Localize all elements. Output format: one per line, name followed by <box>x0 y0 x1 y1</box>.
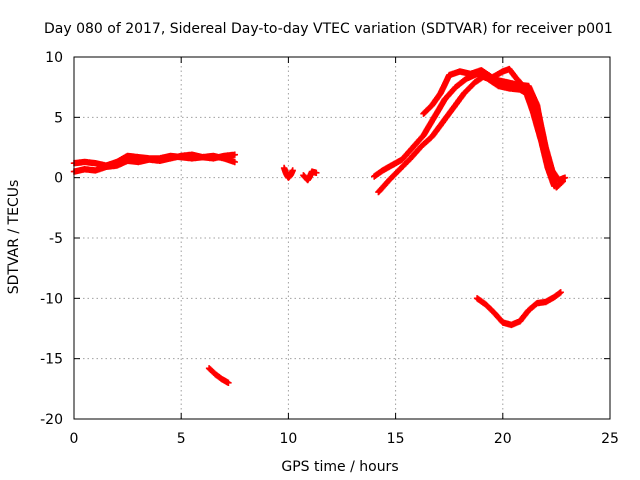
plus-markers <box>473 289 564 329</box>
plus-markers <box>300 168 320 184</box>
x-tick-label: 25 <box>601 431 619 447</box>
x-tick-label: 5 <box>177 431 186 447</box>
y-tick-label: -10 <box>40 291 63 307</box>
x-tick-label: 20 <box>494 431 512 447</box>
plus-markers <box>280 164 296 181</box>
x-tick-label: 15 <box>387 431 405 447</box>
axis-ticks: 0 5 10 15 20 25 -20 -15 -10 -5 0 5 10 <box>40 50 619 447</box>
y-tick-label: 5 <box>54 110 63 126</box>
grid <box>74 57 610 419</box>
y-tick-label: -15 <box>40 352 63 368</box>
y-tick-label: 0 <box>54 171 63 187</box>
x-axis-label: GPS time / hours <box>281 459 398 475</box>
x-tick-label: 10 <box>279 431 297 447</box>
y-tick-label: 10 <box>45 50 63 66</box>
plus-markers <box>420 65 558 190</box>
chart-title: Day 080 of 2017, Sidereal Day-to-day VTE… <box>44 21 613 37</box>
x-tick-label: 0 <box>70 431 79 447</box>
series-track-e <box>205 365 232 386</box>
series-track-i <box>473 289 564 329</box>
y-axis-label: SDTVAR / TECUs <box>6 180 22 295</box>
series-track-h <box>420 65 558 190</box>
series-track-c <box>280 164 296 181</box>
y-tick-label: -20 <box>40 412 63 428</box>
series-track-d <box>300 168 320 184</box>
data-points <box>70 65 569 386</box>
y-tick-label: -5 <box>49 231 63 247</box>
plus-markers <box>205 365 232 386</box>
